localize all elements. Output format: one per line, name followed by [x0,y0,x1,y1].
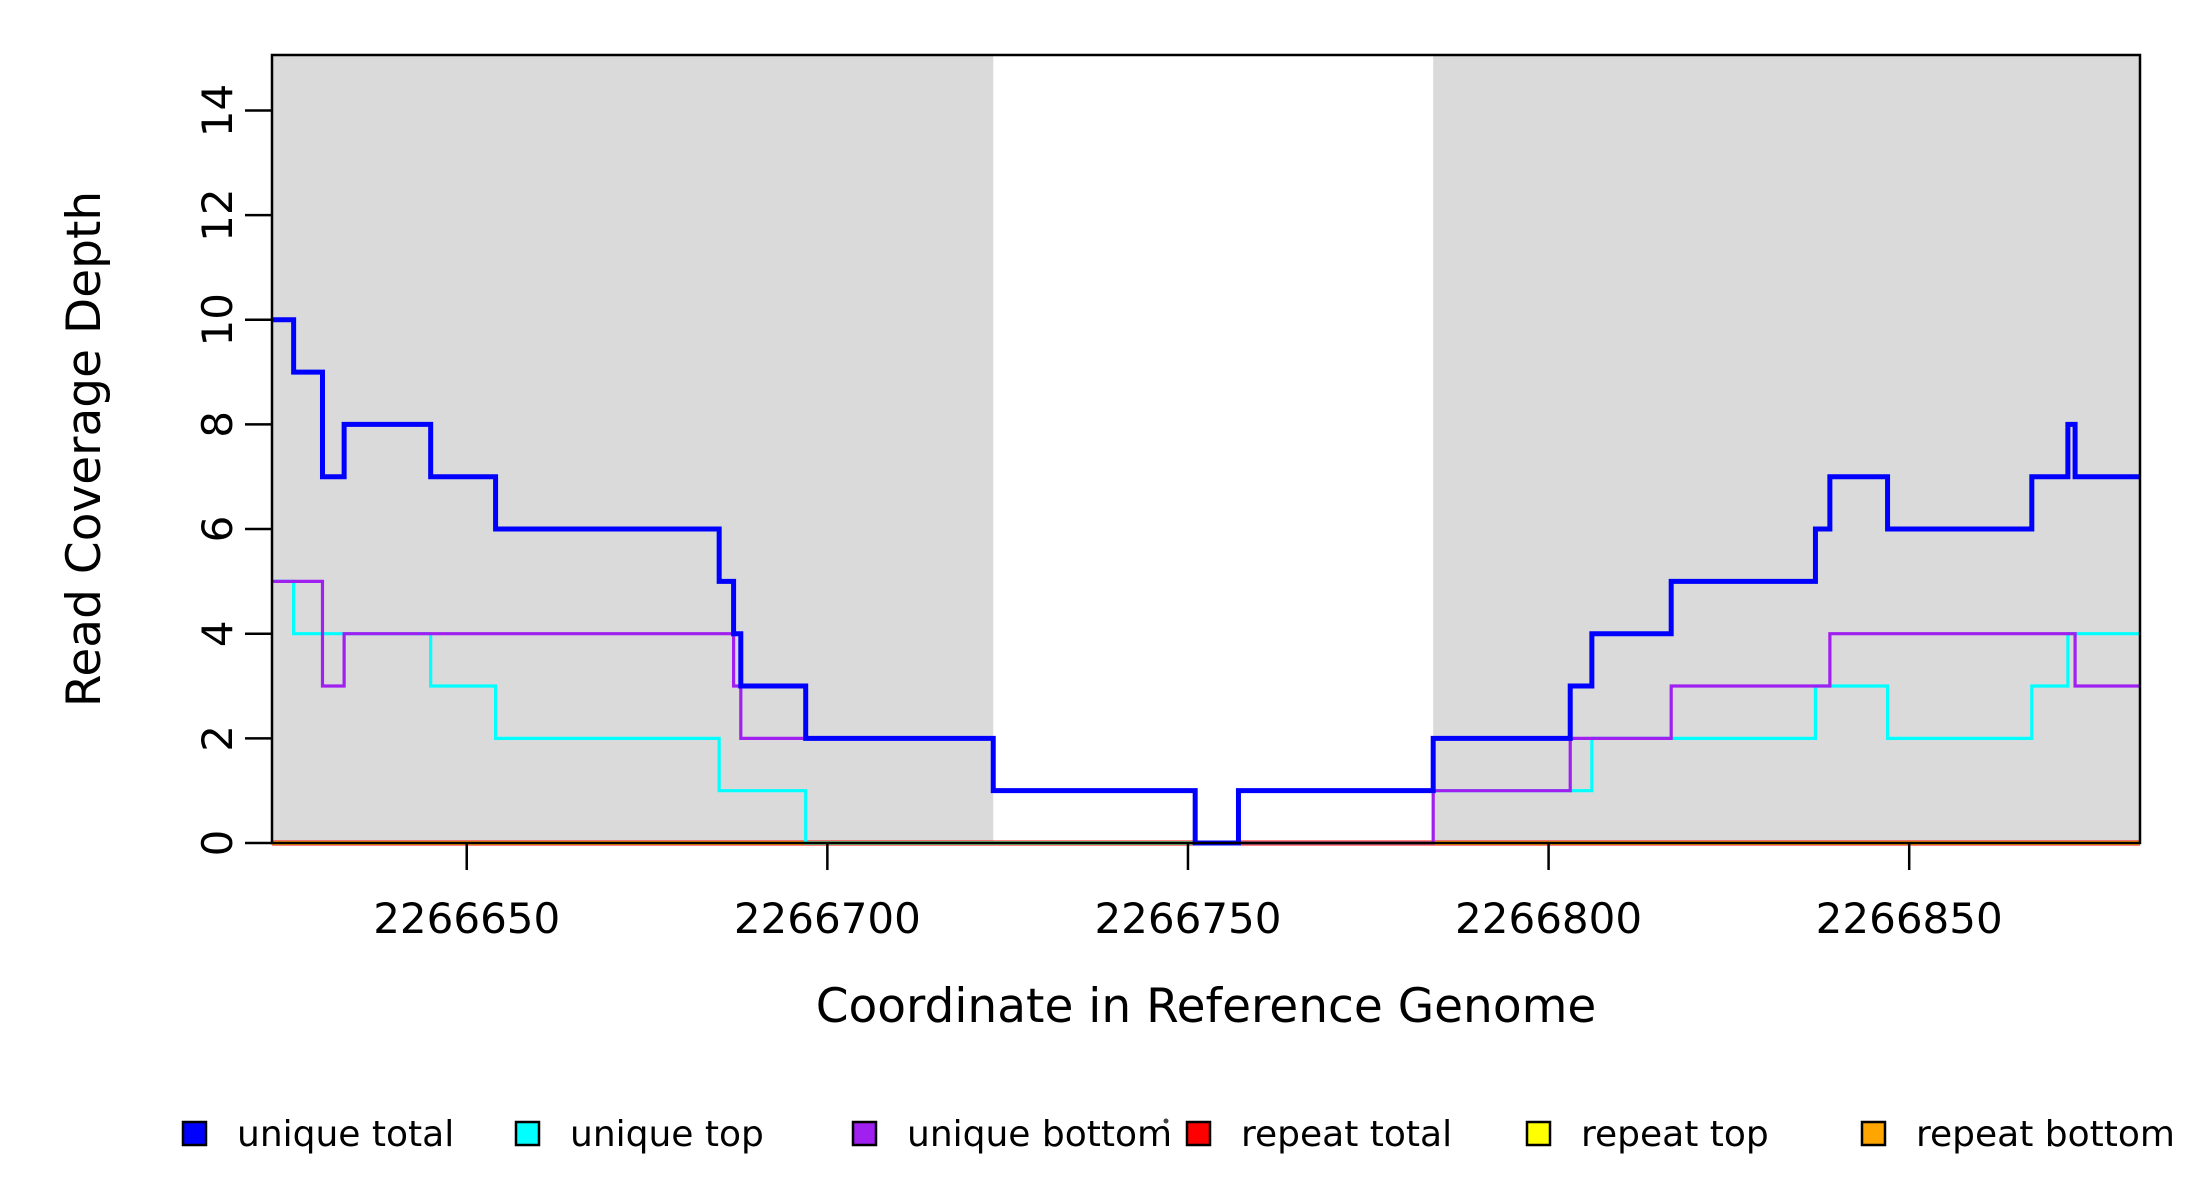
legend-swatch-unique-top [514,1120,541,1147]
legend-swatch-repeat-bottom [1860,1120,1887,1147]
y-axis-title: Read Coverage Depth [57,191,112,707]
shaded-region-0 [272,55,994,843]
y-tick-label-5: 10 [193,293,242,346]
legend-item-repeat-bottom: repeat bottom [1860,1114,2175,1155]
legend-swatch-unique-total [181,1120,208,1147]
legend-label-unique-total: unique total [237,1114,454,1155]
legend-label-repeat-top: repeat top [1581,1114,1769,1155]
x-tick-label-4: 2266850 [1816,894,2003,943]
y-tick-label-0: 0 [193,830,242,857]
x-axis-title: Coordinate in Reference Genome [816,979,1597,1034]
legend-label-repeat-total: repeat total [1241,1114,1452,1155]
legend-label-repeat-bottom: repeat bottom [1916,1114,2175,1155]
x-tick-label-3: 2266800 [1455,894,1642,943]
legend-item-unique-bottom: unique bottom [851,1114,1172,1155]
legend-swatch-repeat-top [1525,1120,1552,1147]
legend-item-unique-top: unique top [514,1114,764,1155]
x-tick-label-2: 2266750 [1094,894,1281,943]
x-tick-label-1: 2266700 [734,894,921,943]
plot-box [270,53,2142,845]
shaded-region-1 [1433,55,2140,843]
stray-mark [1163,1118,1169,1124]
y-tick-label-3: 6 [193,516,242,543]
legend-label-unique-bottom: unique bottom [907,1114,1172,1155]
legend-item-unique-total: unique total [181,1114,454,1155]
x-tick-label-0: 2266650 [373,894,560,943]
y-tick-label-6: 12 [193,188,242,241]
legend-label-unique-top: unique top [570,1114,764,1155]
y-tick-label-1: 2 [193,725,242,752]
legend-swatch-unique-bottom [851,1120,878,1147]
legend-item-repeat-top: repeat top [1525,1114,1769,1155]
legend-item-repeat-total: repeat total [1185,1114,1452,1155]
y-tick-label-2: 4 [193,620,242,647]
y-tick-label-7: 14 [193,84,242,137]
legend-swatch-repeat-total [1185,1120,1212,1147]
y-tick-label-4: 8 [193,411,242,438]
